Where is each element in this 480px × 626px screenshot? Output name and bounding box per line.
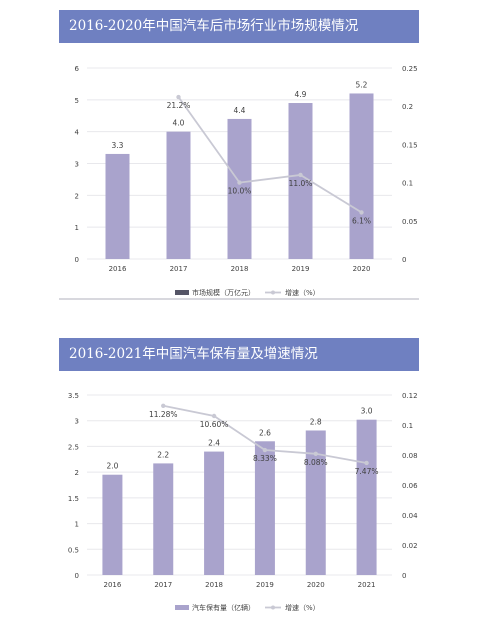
growth-rate-line (177, 96, 362, 214)
y-tick-label: 1.5 (68, 495, 79, 503)
x-tick-label: 2018 (231, 265, 249, 273)
y2-tick-label: 0.06 (402, 482, 418, 490)
bar (305, 430, 326, 575)
bar (166, 131, 191, 259)
y-tick-label: 3 (75, 418, 79, 426)
bar-value-label: 2.8 (310, 417, 322, 426)
y2-tick-label: 0 (402, 256, 406, 264)
bar-value-label: 5.2 (356, 80, 368, 89)
growth-rate-point (298, 172, 303, 178)
bar (356, 419, 377, 575)
y2-tick-label: 0.02 (402, 542, 418, 550)
x-tick-label: 2019 (256, 581, 274, 589)
y-tick-label: 1 (75, 224, 79, 232)
panel-divider (59, 298, 419, 300)
growth-rate-label: 10.0% (228, 187, 252, 196)
bar-value-label: 2.6 (259, 428, 271, 437)
bar (102, 474, 123, 575)
bar (349, 93, 374, 259)
y-tick-label: 2.5 (68, 443, 79, 451)
legend-bar-swatch (175, 290, 189, 295)
y-tick-label: 2 (75, 469, 79, 477)
growth-rate-point (359, 210, 364, 215)
y-tick-label: 0.5 (68, 546, 79, 554)
growth-rate-label: 7.47% (355, 467, 379, 476)
bar (204, 451, 225, 575)
bar (227, 118, 252, 259)
legend-line-marker (271, 290, 275, 295)
x-tick-label: 2016 (104, 581, 122, 589)
vehicle-ownership-chart: 0 0.5 1 1.5 2 2.5 3 3.5 0 0.02 0.04 0.06 0.08 0.1 0.12… (68, 392, 418, 612)
y2-tick-label: 0.1 (402, 422, 413, 430)
bar-value-label: 3.0 (361, 407, 373, 416)
growth-rate-point (313, 451, 318, 456)
y-tick-label: 5 (75, 97, 79, 105)
legend-bar-label: 汽车保有量（亿辆） (192, 603, 255, 612)
bar (288, 103, 313, 259)
legend-bar-swatch (175, 605, 189, 610)
y-tick-label: 2 (75, 192, 79, 200)
y2-tick-label: 0.08 (402, 452, 418, 460)
legend-line-label: 增速（%） (285, 288, 320, 297)
growth-rate-label: 10.60% (200, 420, 229, 429)
y-tick-label: 3 (75, 161, 79, 169)
bar (254, 441, 275, 575)
bar-value-label: 2.0 (106, 462, 118, 471)
legend-line-marker (271, 605, 275, 610)
growth-rate-label: 8.08% (304, 458, 328, 467)
growth-rate-point (161, 403, 166, 408)
y-tick-label: 3.5 (68, 392, 79, 400)
y2-tick-label: 0.12 (402, 392, 418, 400)
growth-rate-point (211, 413, 217, 419)
bar-value-label: 4.4 (234, 106, 246, 115)
growth-rate-point (364, 460, 369, 466)
y2-tick-label: 0.15 (402, 141, 418, 149)
y-tick-label: 0 (75, 572, 79, 580)
bar (153, 463, 174, 575)
bar-value-label: 2.4 (208, 439, 220, 448)
y-tick-label: 0 (75, 256, 79, 264)
chart-title: 2016-2021年中国汽车保有量及增速情况 (59, 338, 419, 371)
x-tick-label: 2017 (154, 581, 172, 589)
x-tick-label: 2019 (292, 265, 310, 273)
bar (105, 153, 130, 259)
x-tick-label: 2021 (358, 581, 376, 589)
bar-value-label: 4.0 (173, 119, 185, 128)
growth-rate-label: 11.28% (149, 410, 178, 419)
x-tick-label: 2020 (353, 265, 371, 273)
y2-tick-label: 0.1 (402, 180, 413, 188)
growth-rate-label: 6.1% (352, 216, 371, 225)
y-tick-label: 6 (75, 65, 80, 73)
growth-rate-label: 8.33% (253, 454, 277, 463)
x-tick-label: 2020 (307, 581, 325, 589)
growth-rate-label: 11.0% (289, 179, 313, 188)
y-tick-label: 4 (75, 129, 80, 137)
y2-tick-label: 0.05 (402, 218, 418, 226)
bar-value-label: 2.2 (157, 450, 169, 459)
growth-rate-label: 21.2% (167, 101, 191, 110)
growth-rate-point (176, 94, 181, 100)
bar-value-label: 4.9 (295, 90, 307, 99)
legend-line-label: 增速（%） (285, 603, 320, 612)
chart-title: 2016-2020年中国汽车后市场行业市场规模情况 (59, 10, 419, 43)
growth-rate-point (262, 447, 268, 453)
y2-tick-label: 0 (402, 572, 406, 580)
chart-panel-market-size: 2016-2020年中国汽车后市场行业市场规模情况 0 1 2 3 4 5 6 0 0.05 0.… (59, 10, 419, 300)
x-tick-label: 2018 (205, 581, 223, 589)
x-tick-label: 2017 (170, 265, 188, 273)
market-size-chart: 0 1 2 3 4 5 6 0 0.05 0.1 0.15 0.2 0.25 3.3 2016 4.0 2017… (75, 65, 418, 297)
legend-bar-label: 市场规模（万亿元） (192, 288, 255, 297)
y2-tick-label: 0.04 (402, 512, 418, 520)
x-tick-label: 2016 (109, 265, 127, 273)
chart-panel-vehicle-ownership: 2016-2021年中国汽车保有量及增速情况 0 0.5 1 1.5 2 2.5 3 3.5 0… (59, 338, 419, 622)
y2-tick-label: 0.25 (402, 65, 418, 73)
y-tick-label: 1 (75, 521, 79, 529)
bar-value-label: 3.3 (112, 141, 124, 150)
y2-tick-label: 0.2 (402, 103, 413, 111)
growth-rate-point (237, 180, 242, 185)
